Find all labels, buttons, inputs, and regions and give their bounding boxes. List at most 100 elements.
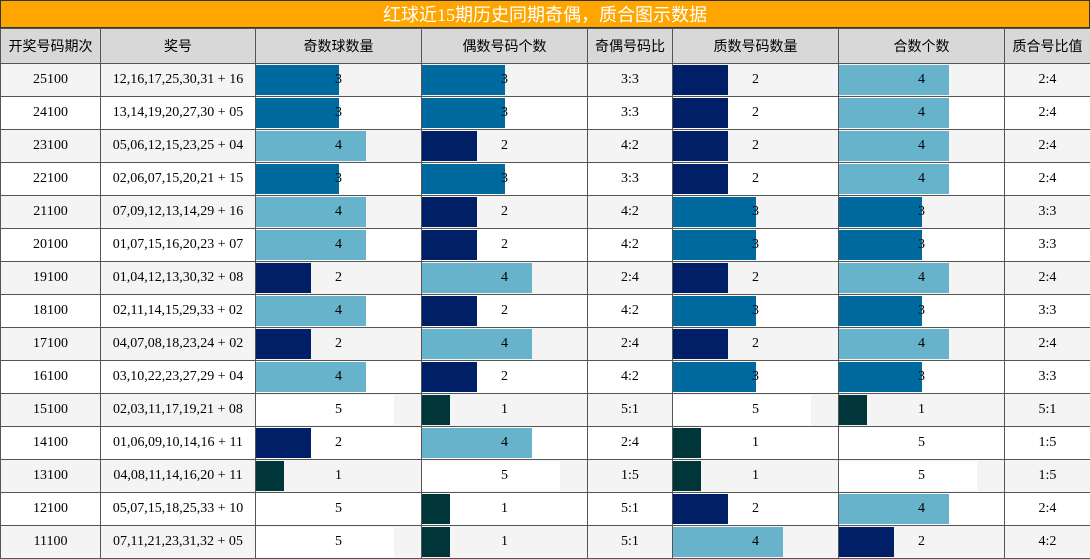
table-row: 25100 12,16,17,25,30,31 + 16 3 3 3:3 2 4 2:4 xyxy=(0,63,1090,97)
composite-count-cell: 1 xyxy=(838,393,1005,427)
prime-composite-ratio-cell: 2:4 xyxy=(1004,63,1090,97)
prime-count-value: 3 xyxy=(752,303,759,318)
numbers-cell: 02,06,07,15,20,21 + 15 xyxy=(100,162,256,196)
even-count-cell: 4 xyxy=(421,426,588,460)
prime-count-bar xyxy=(673,494,728,524)
table-row: 12100 05,07,15,18,25,33 + 10 5 1 5:1 2 4 2:4 xyxy=(0,492,1090,526)
odd-count-bar xyxy=(256,527,394,557)
prime-count-value: 2 xyxy=(752,72,759,87)
issue-cell: 12100 xyxy=(0,492,101,526)
odd-count-cell: 4 xyxy=(255,294,422,328)
odd-count-bar xyxy=(256,362,366,392)
even-count-cell: 2 xyxy=(421,228,588,262)
table-row: 19100 01,04,12,13,30,32 + 08 2 4 2:4 2 4 2:4 xyxy=(0,261,1090,295)
odd-even-ratio-cell: 4:2 xyxy=(587,228,673,262)
prime-count-bar xyxy=(673,230,756,260)
issue-cell: 15100 xyxy=(0,393,101,427)
composite-count-value: 4 xyxy=(918,72,925,87)
composite-count-bar xyxy=(839,428,977,458)
prime-count-value: 2 xyxy=(752,270,759,285)
odd-even-ratio-cell: 3:3 xyxy=(587,63,673,97)
prime-count-cell: 2 xyxy=(672,162,839,196)
table-row: 18100 02,11,14,15,29,33 + 02 4 2 4:2 3 3 3:3 xyxy=(0,294,1090,328)
table-row: 17100 04,07,08,18,23,24 + 02 2 4 2:4 2 4 2:4 xyxy=(0,327,1090,361)
odd-count-value: 5 xyxy=(335,534,342,549)
odd-even-ratio-cell: 5:1 xyxy=(587,525,673,559)
composite-count-bar xyxy=(839,527,894,557)
table-row: 23100 05,06,12,15,23,25 + 04 4 2 4:2 2 4 2:4 xyxy=(0,129,1090,163)
composite-count-value: 3 xyxy=(918,237,925,252)
even-count-value: 2 xyxy=(501,237,508,252)
even-count-bar xyxy=(422,494,450,524)
prime-count-cell: 3 xyxy=(672,228,839,262)
odd-count-value: 4 xyxy=(335,204,342,219)
composite-count-cell: 4 xyxy=(838,96,1005,130)
header-prime-count: 质数号码数量 xyxy=(672,28,839,64)
prime-count-cell: 5 xyxy=(672,393,839,427)
issue-cell: 20100 xyxy=(0,228,101,262)
prime-count-bar xyxy=(673,131,728,161)
even-count-cell: 4 xyxy=(421,327,588,361)
prime-count-cell: 1 xyxy=(672,426,839,460)
table-row: 16100 03,10,22,23,27,29 + 04 4 2 4:2 3 3 3:3 xyxy=(0,360,1090,394)
table-row: 21100 07,09,12,13,14,29 + 16 4 2 4:2 3 3 3:3 xyxy=(0,195,1090,229)
table-row: 14100 01,06,09,10,14,16 + 11 2 4 2:4 1 5 1:5 xyxy=(0,426,1090,460)
composite-count-cell: 4 xyxy=(838,129,1005,163)
even-count-value: 4 xyxy=(501,336,508,351)
even-count-value: 2 xyxy=(501,369,508,384)
odd-count-bar xyxy=(256,131,366,161)
odd-even-ratio-cell: 4:2 xyxy=(587,129,673,163)
composite-count-bar xyxy=(839,230,922,260)
prime-count-value: 1 xyxy=(752,468,759,483)
composite-count-value: 4 xyxy=(918,105,925,120)
numbers-cell: 05,07,15,18,25,33 + 10 xyxy=(100,492,256,526)
prime-count-cell: 2 xyxy=(672,129,839,163)
prime-composite-ratio-cell: 2:4 xyxy=(1004,129,1090,163)
numbers-cell: 12,16,17,25,30,31 + 16 xyxy=(100,63,256,97)
chart-title: 红球近15期历史同期奇偶，质合图示数据 xyxy=(0,0,1090,28)
odd-even-ratio-cell: 2:4 xyxy=(587,426,673,460)
prime-composite-ratio-cell: 1:5 xyxy=(1004,459,1090,493)
odd-count-value: 3 xyxy=(335,105,342,120)
even-count-bar xyxy=(422,527,450,557)
prime-composite-ratio-cell: 3:3 xyxy=(1004,195,1090,229)
prime-count-cell: 1 xyxy=(672,459,839,493)
odd-count-value: 2 xyxy=(335,270,342,285)
even-count-bar xyxy=(422,164,505,194)
prime-count-value: 2 xyxy=(752,501,759,516)
issue-cell: 17100 xyxy=(0,327,101,361)
composite-count-bar xyxy=(839,362,922,392)
header-issue: 开奖号码期次 xyxy=(0,28,101,64)
composite-count-value: 5 xyxy=(918,435,925,450)
even-count-cell: 3 xyxy=(421,162,588,196)
prime-count-bar xyxy=(673,527,783,557)
even-count-bar xyxy=(422,296,477,326)
odd-count-cell: 4 xyxy=(255,195,422,229)
odd-count-cell: 4 xyxy=(255,360,422,394)
composite-count-value: 4 xyxy=(918,336,925,351)
prime-count-bar xyxy=(673,329,728,359)
composite-count-value: 3 xyxy=(918,303,925,318)
composite-count-bar xyxy=(839,461,977,491)
prime-count-value: 3 xyxy=(752,204,759,219)
issue-cell: 24100 xyxy=(0,96,101,130)
numbers-cell: 07,11,21,23,31,32 + 05 xyxy=(100,525,256,559)
even-count-cell: 2 xyxy=(421,129,588,163)
issue-cell: 18100 xyxy=(0,294,101,328)
even-count-cell: 2 xyxy=(421,294,588,328)
even-count-cell: 1 xyxy=(421,393,588,427)
prime-composite-ratio-cell: 2:4 xyxy=(1004,96,1090,130)
header-prime-composite-ratio: 质合号比值 xyxy=(1004,28,1090,64)
even-count-cell: 1 xyxy=(421,492,588,526)
even-count-value: 2 xyxy=(501,204,508,219)
header-row: 开奖号码期次 奖号 奇数球数量 偶数号码个数 奇偶号码比 质数号码数量 合数个数… xyxy=(0,28,1090,64)
even-count-value: 4 xyxy=(501,270,508,285)
composite-count-bar xyxy=(839,197,922,227)
even-count-cell: 2 xyxy=(421,360,588,394)
composite-count-cell: 3 xyxy=(838,195,1005,229)
header-even-count: 偶数号码个数 xyxy=(421,28,588,64)
composite-count-cell: 4 xyxy=(838,327,1005,361)
composite-count-cell: 4 xyxy=(838,63,1005,97)
issue-cell: 22100 xyxy=(0,162,101,196)
